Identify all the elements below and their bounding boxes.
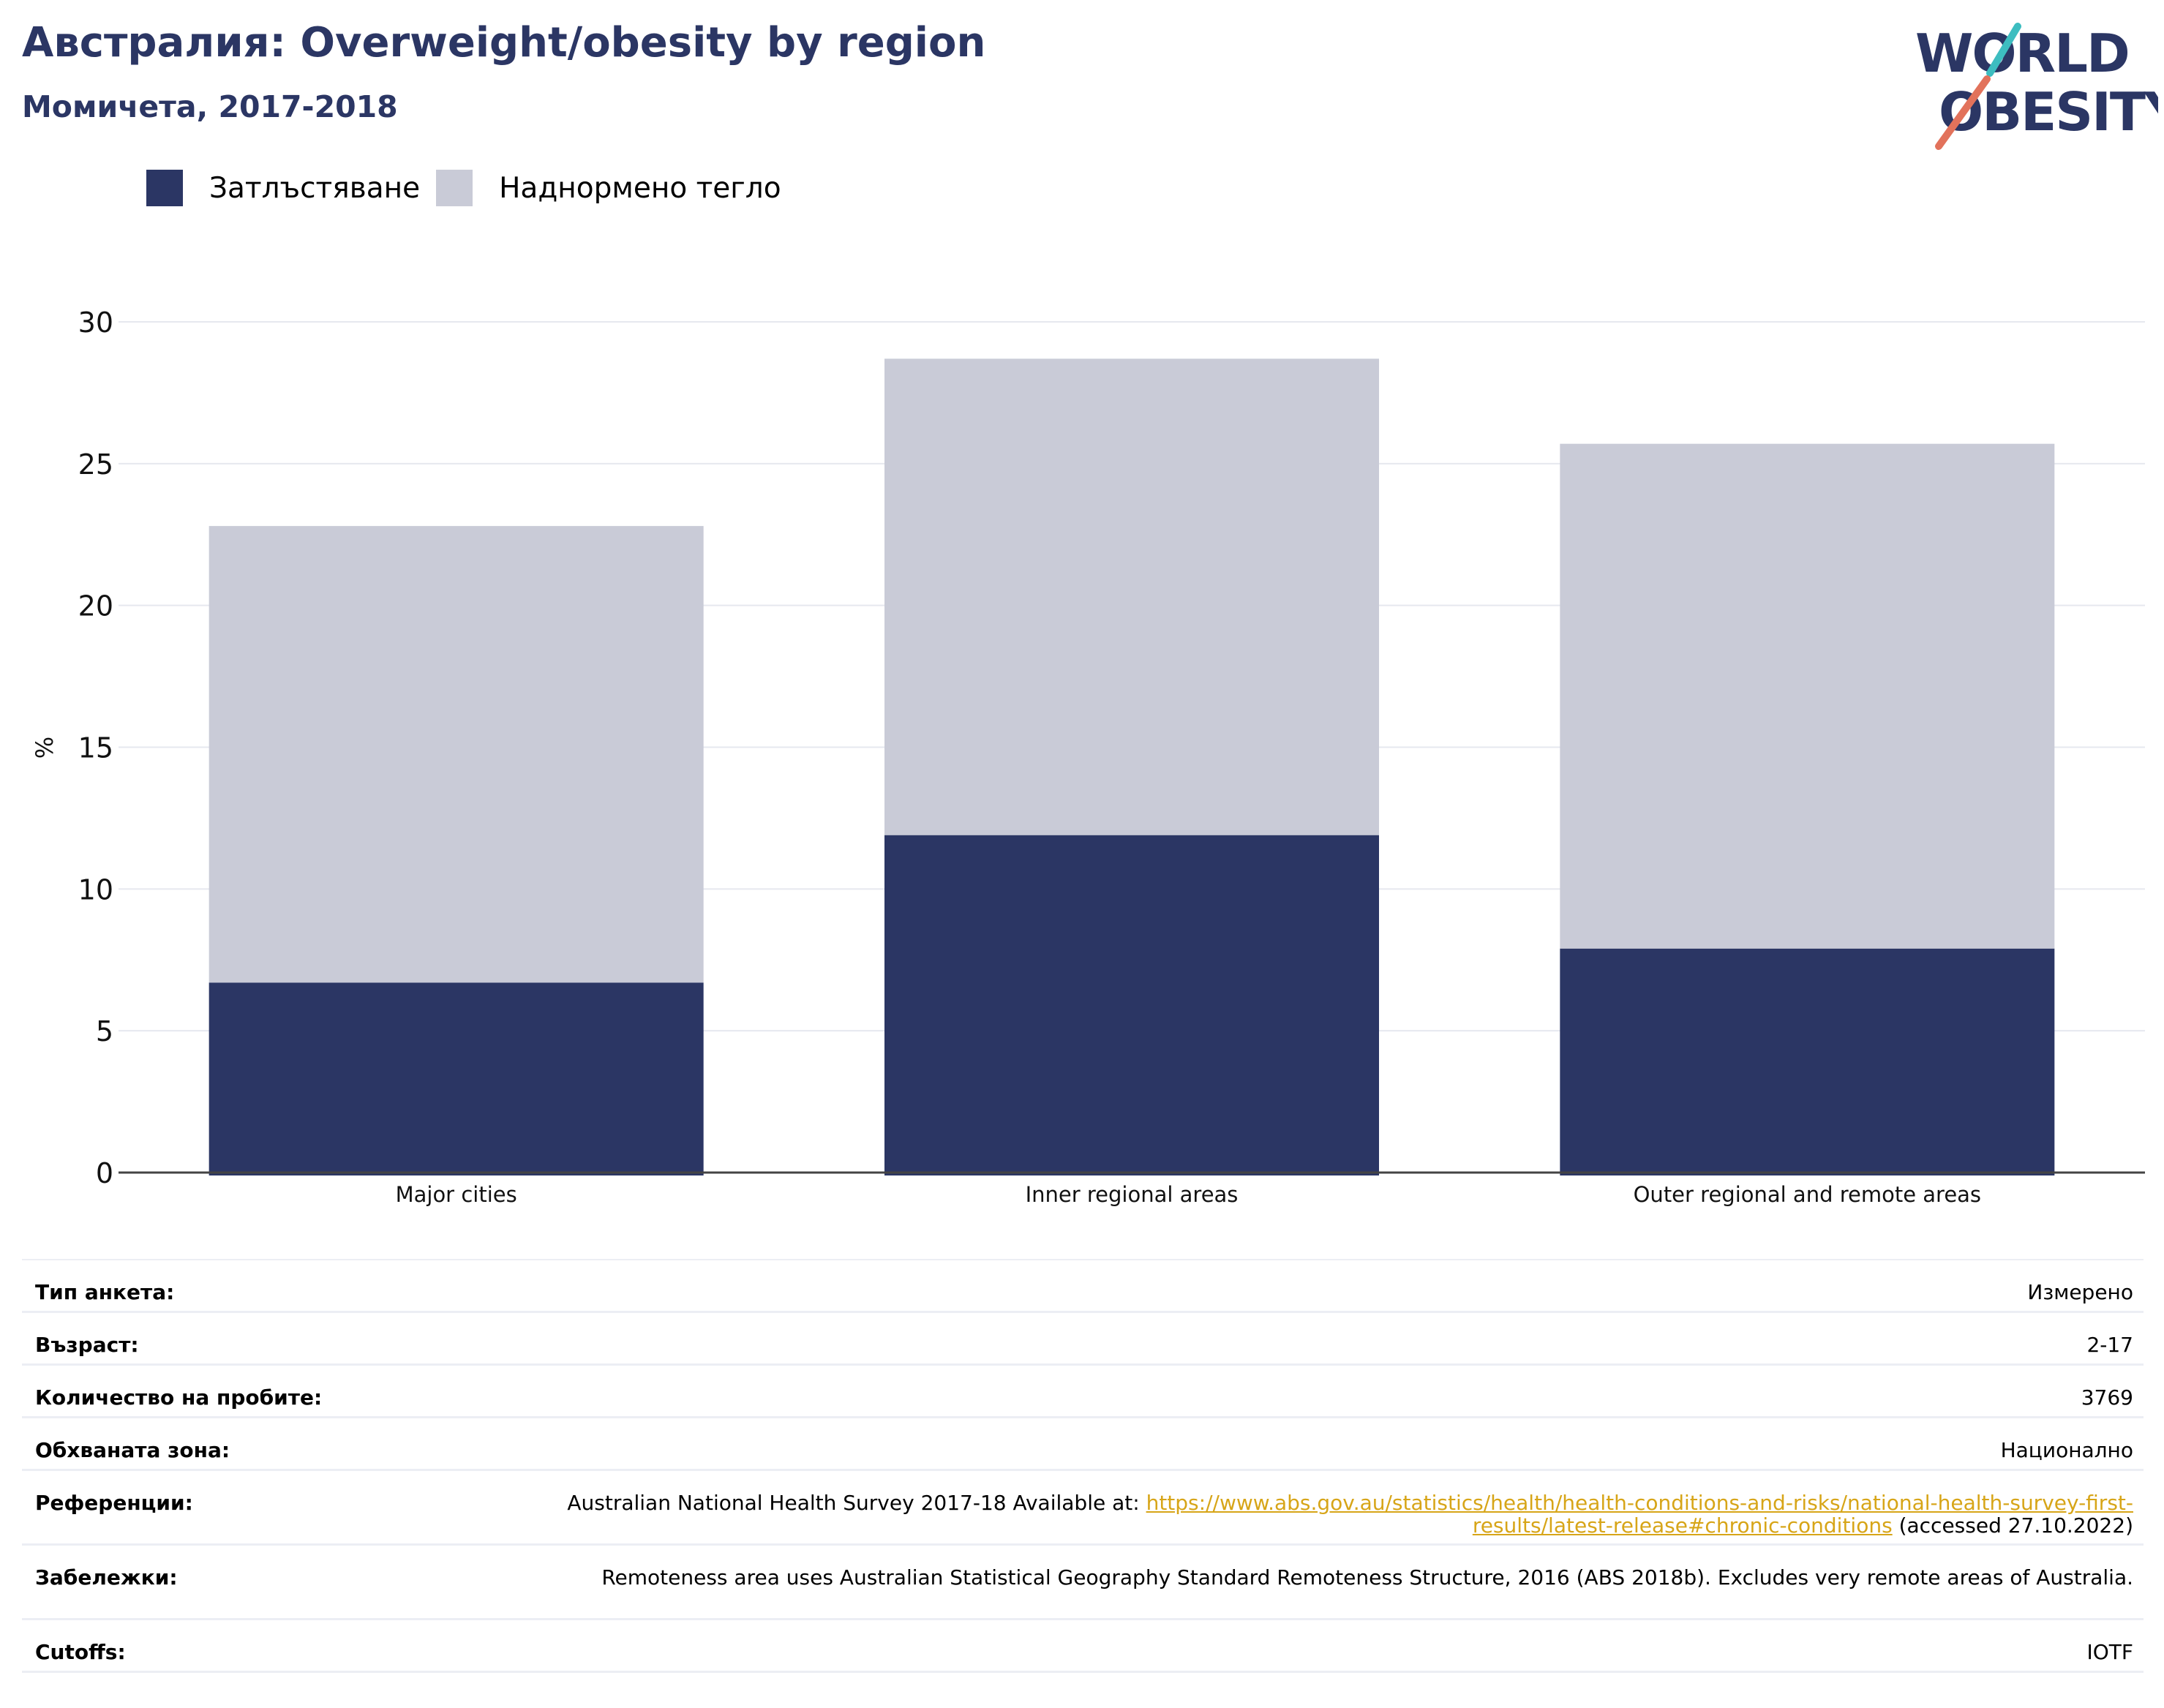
info-row: Възраст: 2-17 xyxy=(22,1313,2144,1366)
logo-slash-red xyxy=(1935,75,1991,150)
info-row: Обхваната зона: Национално xyxy=(22,1418,2144,1471)
bar-overweight-2 xyxy=(1560,443,2055,949)
chart-title: Австралия: Overweight/obesity by region xyxy=(22,19,986,67)
info-key: Референции: xyxy=(35,1491,193,1515)
info-value: IOTF xyxy=(2086,1640,2133,1664)
bar-overweight-1 xyxy=(884,358,1379,835)
info-table: Тип анкета: Измерено Възраст: 2-17 Количеств… xyxy=(22,1259,2144,1673)
info-row: Забележки: Remoteness area uses Australia… xyxy=(22,1546,2144,1620)
logo-slash-teal xyxy=(1986,23,2021,77)
info-key: Количество на пробите: xyxy=(35,1385,323,1410)
info-key: Тип анкета: xyxy=(35,1280,175,1304)
y-axis-title: % xyxy=(31,737,59,759)
info-value: 3769 xyxy=(2081,1385,2133,1410)
legend-item-obesity: Затлъстяване xyxy=(146,170,420,206)
bar-overweight-0 xyxy=(208,526,704,983)
legend-item-overweight: Наднормено тегло xyxy=(436,170,781,206)
info-row: Cutoffs: IOTF xyxy=(22,1620,2144,1673)
x-tick-label-2: Outer regional and remote areas xyxy=(1634,1182,1981,1207)
info-row: Тип анкета: Измерено xyxy=(22,1260,2144,1313)
chart-subtitle: Момичета, 2017-2018 xyxy=(22,89,398,124)
info-value: Национално xyxy=(2000,1438,2133,1462)
y-tick-label-30: 30 xyxy=(78,306,113,339)
info-key: Cutoffs: xyxy=(35,1640,126,1664)
info-key: Забележки: xyxy=(35,1565,178,1590)
info-value: Australian National Health Survey 2017-1… xyxy=(538,1491,2133,1537)
bar-obesity-0 xyxy=(208,982,704,1175)
reference-link[interactable]: https://www.abs.gov.au/statistics/health… xyxy=(1146,1491,2133,1538)
stacked-bar-chart: 0 5 10 15 20 25 30% Major cities Inner regional … xyxy=(31,306,2145,1207)
legend-swatch-obesity xyxy=(146,170,183,206)
y-tick-label-15: 15 xyxy=(78,732,113,764)
y-tick-label-5: 5 xyxy=(96,1015,113,1047)
bar-obesity-2 xyxy=(1560,948,2055,1175)
y-tick-label-20: 20 xyxy=(78,590,113,622)
y-tick-label-25: 25 xyxy=(78,448,113,481)
info-value: Remoteness area uses Australian Statisti… xyxy=(601,1565,2133,1590)
info-row: Количество на пробите: 3769 xyxy=(22,1366,2144,1418)
info-key: Възраст: xyxy=(35,1333,139,1357)
info-key: Обхваната зона: xyxy=(35,1438,230,1462)
info-value: Измерено xyxy=(2027,1280,2133,1304)
reference-accessed: (accessed 27.10.2022) xyxy=(1892,1513,2133,1538)
world-obesity-logo: WORLD OBESITY xyxy=(1915,23,2158,150)
y-tick-label-10: 10 xyxy=(78,873,113,906)
bar-obesity-1 xyxy=(884,835,1379,1175)
legend-label-overweight: Наднормено тегло xyxy=(499,171,781,205)
logo-word-1: WORLD xyxy=(1915,23,2129,84)
info-row: Референции: Australian National Health Su… xyxy=(22,1471,2144,1546)
x-tick-label-1: Inner regional areas xyxy=(1026,1182,1239,1207)
y-tick-label-0: 0 xyxy=(96,1157,113,1189)
reference-text: Australian National Health Survey 2017-1… xyxy=(567,1491,1146,1515)
logo-word-2: OBESITY xyxy=(1939,81,2158,143)
x-tick-label-0: Major cities xyxy=(396,1182,517,1207)
legend-swatch-overweight xyxy=(436,170,473,206)
legend-label-obesity: Затлъстяване xyxy=(209,171,421,205)
info-value: 2-17 xyxy=(2086,1333,2133,1357)
chart-legend: Затлъстяване Наднормено тегло xyxy=(146,170,797,206)
